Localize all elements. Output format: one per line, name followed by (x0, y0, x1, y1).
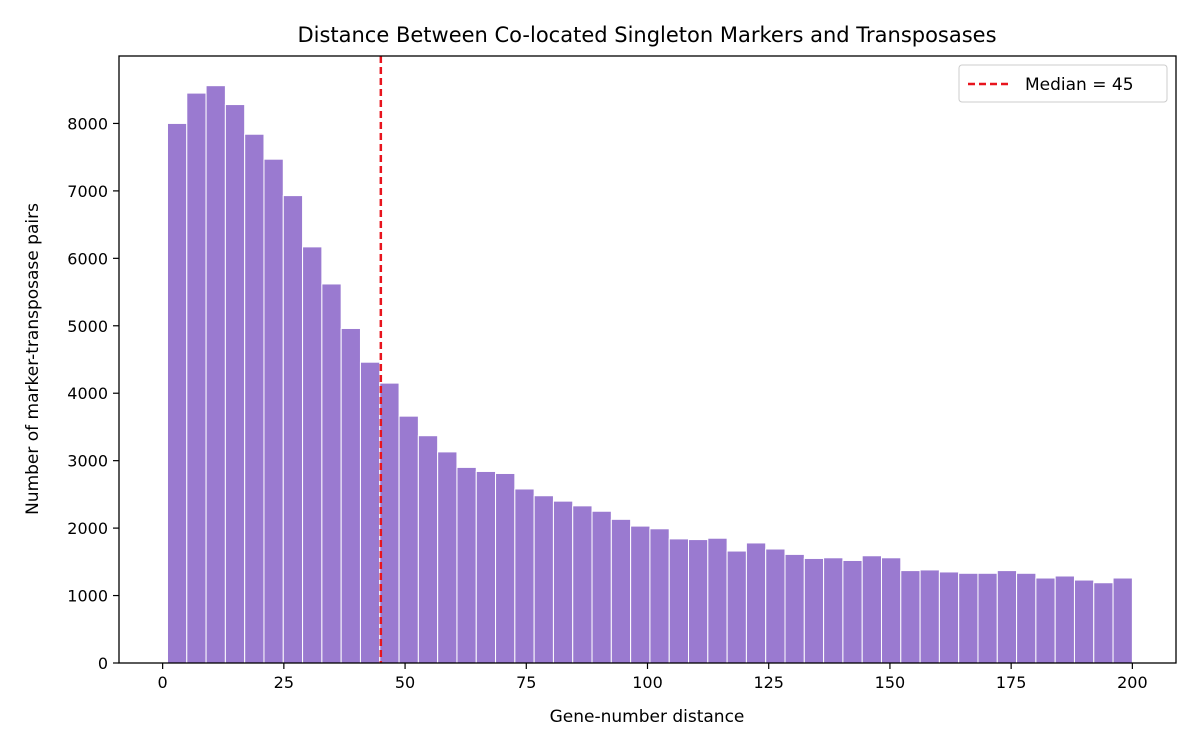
bars-group (166, 85, 1133, 664)
legend-median-label: Median = 45 (1025, 75, 1134, 95)
histogram-bar (610, 518, 632, 664)
y-tick-label: 0 (98, 654, 108, 673)
y-tick-label: 7000 (67, 182, 108, 201)
histogram-bar (649, 528, 670, 664)
histogram-bar (1112, 577, 1133, 664)
legend-box (958, 64, 1168, 103)
y-tick-label: 2000 (67, 519, 108, 538)
histogram-bar (244, 133, 265, 664)
histogram-bar (842, 559, 863, 664)
x-tick-label: 0 (158, 673, 168, 692)
histogram-bar (1093, 582, 1114, 664)
histogram-bar (302, 246, 323, 664)
histogram-bar (745, 542, 767, 664)
y-axis-ticks: 0 1000 2000 3000 4000 5000 6000 7000 8000 (67, 114, 119, 673)
x-tick-label: 200 (1117, 673, 1148, 692)
histogram-bar (977, 572, 998, 664)
y-axis-label: Number of marker-transposase pairs (23, 203, 43, 515)
histogram-bar (1054, 575, 1075, 664)
histogram-bar (668, 538, 690, 664)
histogram-bar (630, 525, 651, 664)
histogram-bar (321, 283, 342, 664)
histogram-bar (996, 570, 1018, 664)
histogram-bar (166, 122, 188, 664)
histogram-bar (919, 569, 940, 664)
histogram-bar (186, 92, 207, 664)
histogram-bar (1073, 579, 1095, 664)
y-tick-label: 1000 (67, 587, 108, 606)
histogram-bar (437, 451, 458, 664)
y-tick-label: 5000 (67, 317, 108, 336)
histogram-bar (379, 382, 400, 664)
histogram-bar (552, 500, 574, 664)
histogram-bar (861, 555, 883, 664)
histogram-bar (495, 472, 516, 664)
histogram-bar (224, 104, 246, 664)
histogram-bar (205, 85, 226, 664)
x-axis-ticks: 0 25 50 75 100 125 150 175 200 (158, 663, 1148, 692)
y-tick-label: 4000 (67, 384, 108, 403)
histogram-bar (938, 571, 960, 664)
histogram-bar (958, 572, 979, 664)
histogram-bar (784, 553, 805, 664)
histogram-bar (880, 557, 902, 664)
histogram-bar (572, 505, 593, 664)
histogram-bar (263, 158, 284, 664)
x-tick-label: 25 (274, 673, 294, 692)
histogram-bar (359, 361, 381, 664)
x-tick-label: 175 (996, 673, 1027, 692)
y-tick-label: 6000 (67, 249, 108, 268)
y-tick-label: 8000 (67, 114, 108, 133)
histogram-bar (726, 550, 747, 664)
histogram-bar (900, 570, 921, 664)
histogram-bar (823, 557, 844, 664)
histogram-bar (1016, 572, 1037, 664)
y-tick-label: 3000 (67, 452, 108, 471)
histogram-bar (765, 548, 786, 664)
histogram-bar (591, 510, 612, 664)
histogram-bar (282, 195, 304, 664)
histogram-bar (1035, 577, 1056, 664)
x-tick-label: 75 (516, 673, 536, 692)
x-axis-label: Gene-number distance (550, 707, 745, 727)
histogram-bar (340, 327, 361, 664)
histogram-bar (803, 557, 825, 664)
histogram-bar (707, 537, 728, 664)
x-tick-label: 100 (632, 673, 663, 692)
histogram-bar (688, 539, 709, 664)
histogram-bar (475, 470, 497, 664)
histogram-bar (456, 466, 477, 664)
histogram-bar (514, 488, 535, 664)
legend: Median = 45 (958, 64, 1168, 103)
chart-title: Distance Between Co-located Singleton Ma… (297, 23, 996, 47)
x-tick-label: 125 (753, 673, 784, 692)
histogram-bar (417, 435, 439, 664)
histogram-bar (398, 415, 419, 664)
x-tick-label: 150 (875, 673, 906, 692)
histogram-bar (533, 495, 554, 664)
x-tick-label: 50 (395, 673, 415, 692)
